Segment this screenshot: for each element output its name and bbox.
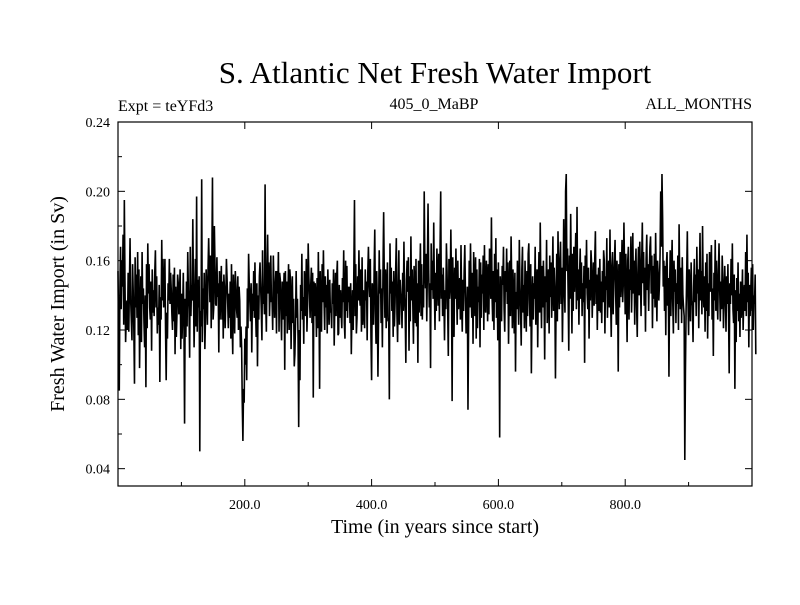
x-tick-label: 600.0	[483, 498, 515, 513]
x-tick-label: 400.0	[356, 498, 388, 513]
y-axis-label: Fresh Water Import (in Sv)	[47, 196, 69, 412]
y-tick-label: 0.12	[86, 324, 111, 339]
series-line	[117, 173, 757, 461]
chart-subtitle-expt: Expt = teYFd3	[118, 98, 213, 115]
x-tick-label: 200.0	[229, 498, 261, 513]
x-tick-label: 800.0	[609, 498, 641, 513]
y-tick-label: 0.24	[86, 116, 111, 131]
series-layer	[117, 173, 757, 461]
y-tick-label: 0.16	[86, 255, 111, 270]
y-tick-label: 0.04	[86, 463, 111, 478]
y-tick-label: 0.08	[86, 393, 111, 408]
chart-title: S. Atlantic Net Fresh Water Import	[219, 55, 652, 90]
chart-subtitle-months: ALL_MONTHS	[645, 96, 752, 113]
y-tick-label: 0.20	[86, 185, 111, 200]
plot-frame	[117, 121, 753, 487]
chart-subtitle-period: 405_0_MaBP	[390, 96, 479, 113]
axes-layer: 200.0 400.0 600.0 800.0 0.04 0.08 0.12 0.16 0.20…	[86, 116, 752, 513]
x-axis-label: Time (in years since start)	[331, 516, 539, 538]
